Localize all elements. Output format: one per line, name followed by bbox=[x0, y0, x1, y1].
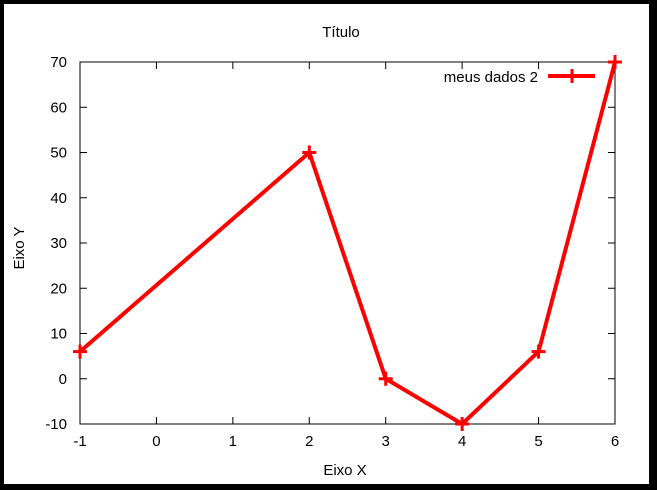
data-point-marker bbox=[302, 145, 317, 160]
x-axis-label: Eixo X bbox=[323, 462, 366, 479]
data-point-marker bbox=[455, 417, 470, 431]
x-tick-label: 1 bbox=[229, 433, 237, 450]
data-point-marker bbox=[531, 344, 546, 359]
legend: meus dados 2 bbox=[444, 69, 595, 86]
y-tick-label: 0 bbox=[59, 371, 67, 388]
y-axis-label: Eixo Y bbox=[11, 226, 28, 269]
y-tick-label: 60 bbox=[50, 99, 67, 116]
x-tick-label: 2 bbox=[305, 433, 313, 450]
y-tick-label: 50 bbox=[50, 145, 67, 162]
chart-frame: Título Eixo X Eixo Y -1 0 1 2 3 4 5 6 -10 0 10 20 30… bbox=[4, 4, 649, 484]
y-tick-label: 30 bbox=[50, 235, 67, 252]
y-tick-label: 70 bbox=[50, 54, 67, 71]
y-tick-label: 10 bbox=[50, 326, 67, 343]
series-layer bbox=[73, 55, 622, 431]
x-tick-label: 4 bbox=[458, 433, 466, 450]
data-point-marker bbox=[608, 55, 622, 69]
line-chart: Título Eixo X Eixo Y -1 0 1 2 3 4 5 6-100102030… bbox=[11, 24, 622, 479]
data-point-marker bbox=[378, 371, 393, 386]
x-tick-label: -1 bbox=[73, 433, 86, 450]
plot-area-border bbox=[79, 61, 616, 425]
x-tick-label: 0 bbox=[152, 433, 160, 450]
y-tick-label: 40 bbox=[50, 190, 67, 207]
x-tick-label: 5 bbox=[534, 433, 542, 450]
y-tick-label: -10 bbox=[45, 416, 67, 433]
y-tick-label: 20 bbox=[50, 280, 67, 297]
data-point-marker bbox=[73, 344, 87, 359]
chart-title: Título bbox=[322, 24, 360, 41]
x-tick-label: 6 bbox=[611, 433, 619, 450]
series-line bbox=[78, 61, 617, 427]
x-tick-label: 3 bbox=[382, 433, 390, 450]
legend-marker bbox=[565, 69, 579, 83]
legend-label: meus dados 2 bbox=[444, 69, 538, 86]
